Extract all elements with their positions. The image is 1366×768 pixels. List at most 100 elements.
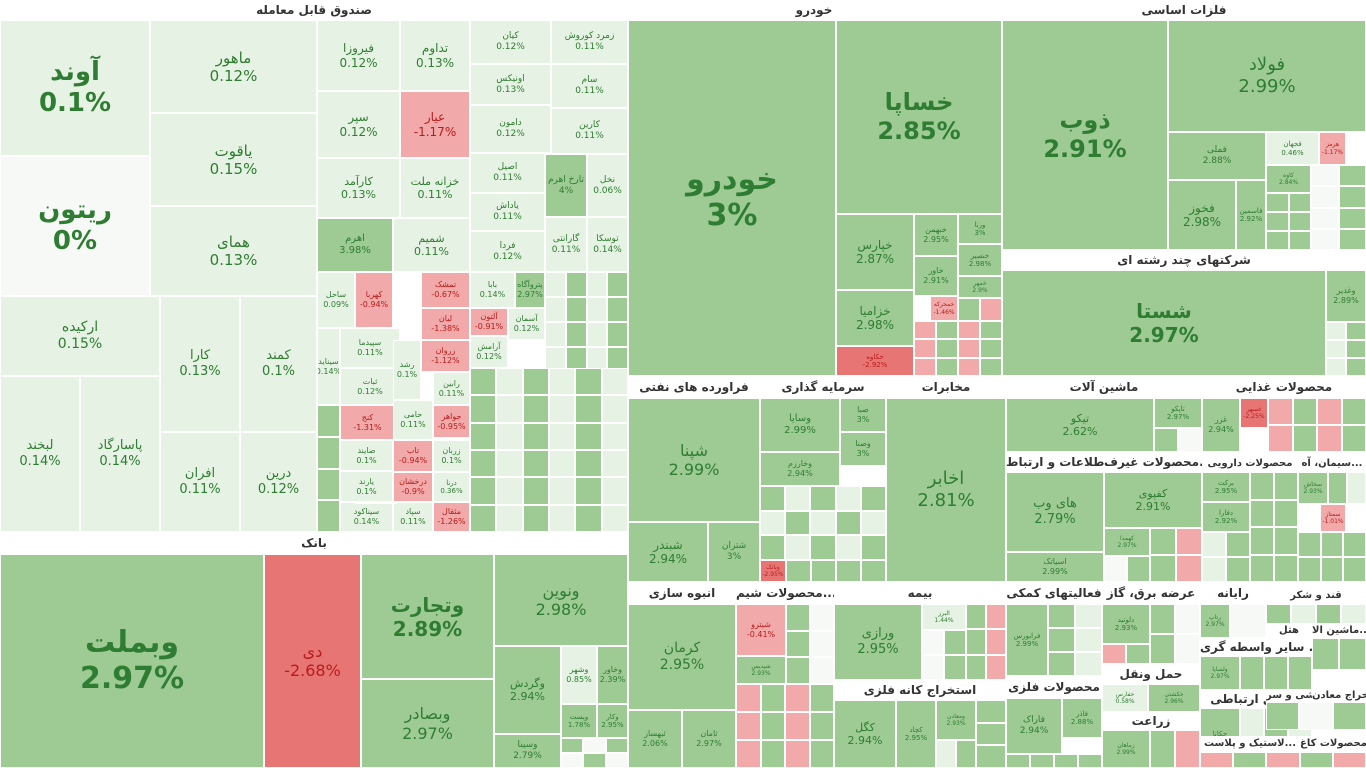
minor-stock-tile[interactable] — [601, 422, 628, 450]
minor-stock-tile[interactable] — [496, 450, 523, 478]
minor-stock-tile[interactable] — [980, 321, 1002, 340]
minor-stock-tile[interactable] — [810, 604, 834, 631]
minor-stock-tile[interactable] — [944, 655, 966, 680]
minor-stock-tile[interactable] — [1250, 499, 1274, 527]
minor-stock-tile[interactable] — [1154, 428, 1178, 452]
treemap-tile-شپدیس[interactable]: شپدیس 2.93% — [736, 656, 786, 684]
minor-stock-tile[interactable] — [1127, 556, 1150, 582]
minor-stock-tile[interactable] — [601, 477, 628, 505]
treemap-tile-سپیدما[interactable]: سپیدما 0.11% — [340, 328, 400, 368]
minor-stock-tile[interactable] — [1326, 322, 1346, 340]
treemap-tile-درین[interactable]: درین 0.12% — [240, 432, 317, 532]
minor-stock-tile[interactable] — [1266, 193, 1289, 212]
treemap-tile-وصنا[interactable]: وصنا 3% — [840, 432, 886, 466]
treemap-tile-زمرد-کوروش[interactable]: زمرد کوروش 0.11% — [551, 20, 628, 64]
treemap-tile-برکت[interactable]: برکت 2.95% — [1202, 472, 1250, 502]
minor-stock-tile[interactable] — [522, 422, 549, 450]
treemap-tile-یاداش[interactable]: یاداش 0.11% — [470, 193, 545, 231]
treemap-tile-زربان[interactable]: زربان 0.1% — [433, 440, 470, 472]
treemap-tile-ریتون[interactable]: ریتون 0% — [0, 156, 150, 296]
minor-stock-tile[interactable] — [966, 629, 986, 655]
treemap-tile-درنا[interactable]: درنا 0.36% — [433, 472, 470, 502]
minor-stock-tile[interactable] — [922, 655, 944, 680]
minor-stock-tile[interactable] — [522, 395, 549, 423]
minor-stock-tile[interactable] — [976, 745, 1006, 768]
minor-stock-tile[interactable] — [549, 477, 576, 505]
minor-stock-tile[interactable] — [1320, 532, 1344, 557]
treemap-tile-افران[interactable]: افران 0.11% — [160, 432, 240, 532]
minor-stock-tile[interactable] — [601, 450, 628, 478]
minor-stock-tile[interactable] — [575, 422, 602, 450]
treemap-tile-رتاپ[interactable]: رتاپ 2.97% — [1200, 604, 1230, 638]
minor-stock-tile[interactable] — [565, 272, 587, 297]
treemap-tile-کهمدا[interactable]: کهمدا 2.97% — [1104, 528, 1150, 556]
minor-stock-tile[interactable] — [760, 684, 785, 712]
minor-stock-tile[interactable] — [1332, 702, 1366, 730]
minor-stock-tile[interactable] — [561, 753, 584, 768]
minor-stock-tile[interactable] — [1328, 472, 1347, 504]
treemap-tile-کیان[interactable]: کیان 0.12% — [470, 20, 551, 64]
treemap-tile-وبصادر[interactable]: وبصادر 2.97% — [361, 679, 494, 768]
minor-stock-tile[interactable] — [601, 395, 628, 423]
minor-stock-tile[interactable] — [760, 712, 785, 740]
treemap-tile-وخارزم[interactable]: وخارزم 2.94% — [760, 452, 840, 486]
minor-stock-tile[interactable] — [1075, 628, 1102, 652]
minor-stock-tile[interactable] — [1268, 398, 1293, 425]
treemap-tile-اونیکس[interactable]: اونیکس 0.13% — [470, 64, 551, 105]
minor-stock-tile[interactable] — [810, 486, 836, 511]
treemap-tile-ثبهساز[interactable]: ثبهساز 2.06% — [628, 710, 682, 768]
treemap-tile-فرابورس[interactable]: فرابورس 2.99% — [1006, 604, 1048, 676]
treemap-tile-آرامش[interactable]: آرامش 0.12% — [470, 336, 508, 368]
minor-stock-tile[interactable] — [1250, 554, 1274, 582]
minor-stock-tile[interactable] — [1346, 340, 1366, 358]
treemap-tile-توسکا[interactable]: توسکا 0.14% — [587, 217, 628, 272]
treemap-tile-شمیم[interactable]: شمیم 0.11% — [393, 218, 470, 272]
minor-stock-tile[interactable] — [1250, 472, 1274, 500]
minor-stock-tile[interactable] — [914, 357, 936, 376]
treemap-tile-خنصیر[interactable]: خنصیر 2.98% — [958, 244, 1002, 276]
minor-stock-tile[interactable] — [1230, 604, 1266, 638]
treemap-tile-وتجارت[interactable]: وتجارت 2.89% — [361, 554, 494, 679]
minor-stock-tile[interactable] — [545, 272, 566, 297]
minor-stock-tile[interactable] — [958, 357, 980, 376]
minor-stock-tile[interactable] — [1288, 193, 1311, 212]
minor-stock-tile[interactable] — [1226, 557, 1250, 582]
treemap-tile-شیترو[interactable]: شیترو -0.41% — [736, 604, 786, 656]
minor-stock-tile[interactable] — [736, 712, 761, 740]
treemap-tile-وشهر[interactable]: وشهر 0.85% — [561, 646, 597, 704]
minor-stock-tile[interactable] — [1346, 358, 1366, 376]
minor-stock-tile[interactable] — [317, 436, 340, 469]
minor-stock-tile[interactable] — [980, 357, 1002, 376]
minor-stock-tile[interactable] — [860, 510, 886, 536]
minor-stock-tile[interactable] — [1176, 528, 1202, 555]
treemap-tile-فاراک[interactable]: فاراک 2.94% — [1006, 698, 1062, 754]
minor-stock-tile[interactable] — [835, 486, 861, 511]
minor-stock-tile[interactable] — [1075, 604, 1102, 628]
treemap-tile-وبانک[interactable]: وبانک -2.95% — [760, 560, 786, 582]
treemap-tile-ذوب[interactable]: ذوب 2.91% — [1002, 20, 1168, 250]
minor-stock-tile[interactable] — [575, 450, 602, 478]
treemap-tile-دلوتید[interactable]: دلوتید 2.93% — [1102, 604, 1150, 644]
minor-stock-tile[interactable] — [980, 298, 1002, 321]
minor-stock-tile[interactable] — [914, 321, 936, 340]
minor-stock-tile[interactable] — [785, 486, 811, 511]
treemap-tile-فاذر[interactable]: فاذر 2.88% — [1062, 698, 1102, 738]
treemap-tile-فردا[interactable]: فردا 0.12% — [470, 231, 545, 272]
minor-stock-tile[interactable] — [810, 510, 836, 536]
treemap-tile-خودرو[interactable]: خودرو 3% — [628, 20, 836, 376]
minor-stock-tile[interactable] — [1150, 634, 1175, 664]
treemap-tile-دی[interactable]: دی -2.68% — [264, 554, 361, 768]
minor-stock-tile[interactable] — [586, 322, 608, 347]
treemap-tile-کارا[interactable]: کارا 0.13% — [160, 296, 240, 432]
minor-stock-tile[interactable] — [1233, 752, 1267, 768]
treemap-tile-لبخند[interactable]: لبخند 0.14% — [0, 376, 80, 532]
minor-stock-tile[interactable] — [786, 657, 810, 684]
minor-stock-tile[interactable] — [561, 738, 584, 753]
minor-stock-tile[interactable] — [1266, 604, 1291, 624]
treemap-tile-کمند[interactable]: کمند 0.1% — [240, 296, 317, 432]
minor-stock-tile[interactable] — [1078, 754, 1102, 768]
treemap-tile-ثبات[interactable]: ثبات 0.12% — [340, 368, 400, 405]
treemap-tile-خزانه-ملت[interactable]: خزانه ملت 0.11% — [400, 158, 470, 218]
minor-stock-tile[interactable] — [1104, 556, 1127, 582]
treemap-tile-زماهان[interactable]: زماهان 2.99% — [1102, 730, 1150, 768]
